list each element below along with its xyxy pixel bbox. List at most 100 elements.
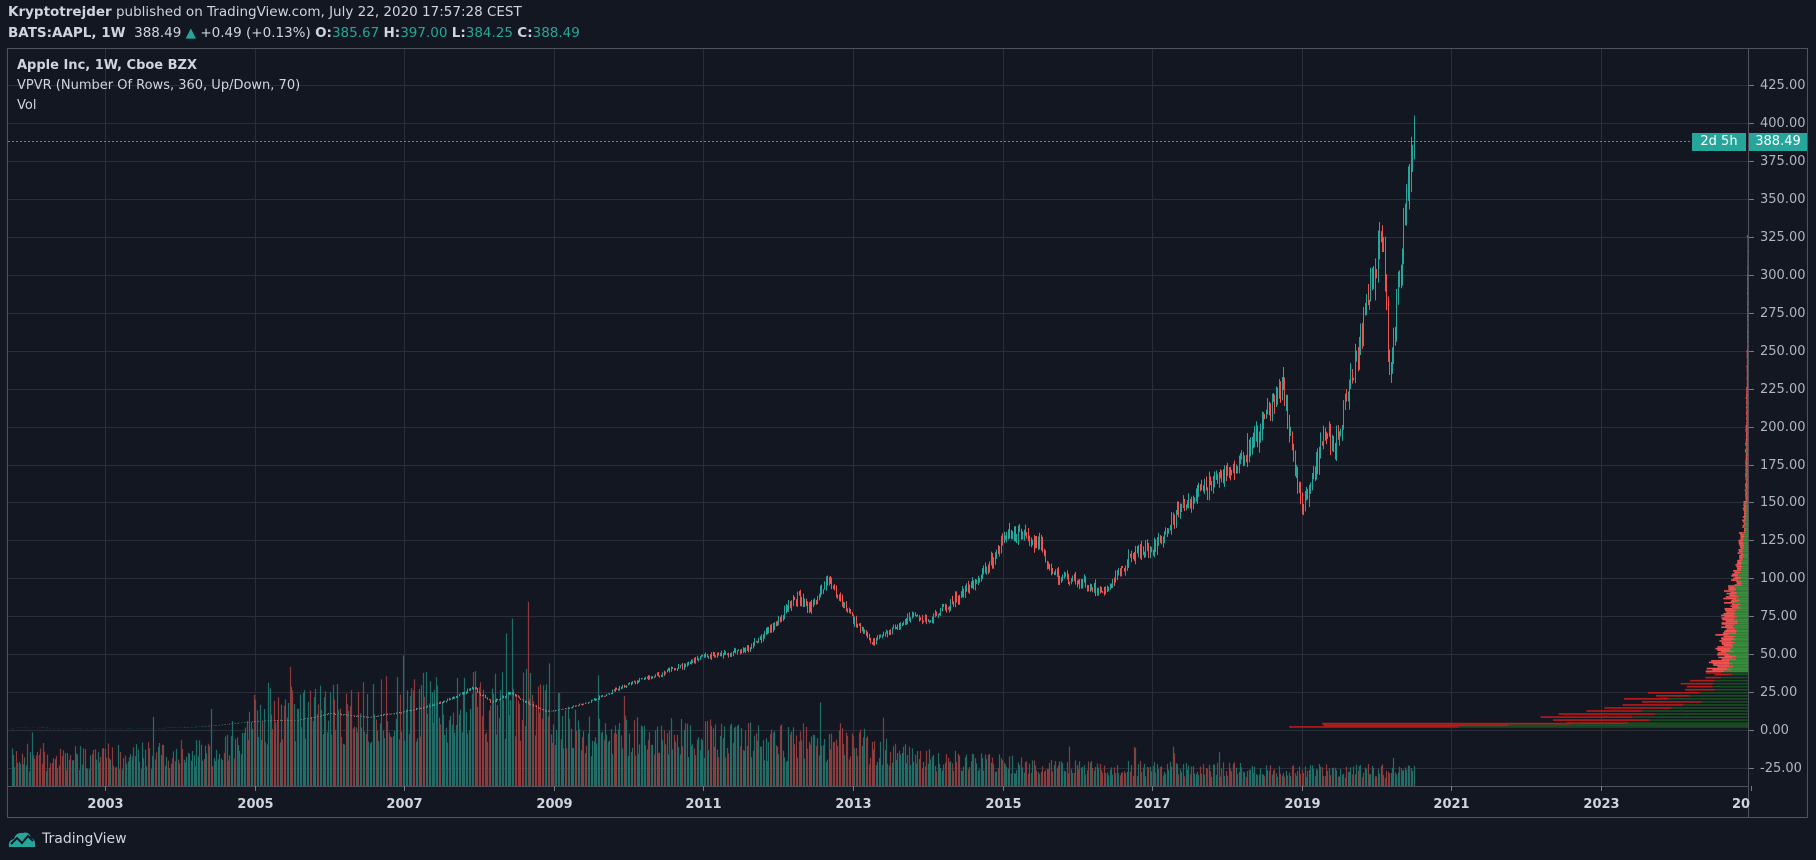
vpvr-row-down: [1730, 591, 1737, 594]
vpvr-row-up: [1743, 537, 1748, 539]
vpvr-row-up: [1747, 463, 1748, 466]
vpvr-row-up: [1747, 457, 1748, 460]
vpvr-row-up: [1747, 419, 1748, 422]
vpvr-row-up: [1747, 487, 1748, 490]
vpvr-row-down: [1728, 586, 1735, 589]
vpvr-row-up: [1746, 475, 1748, 478]
vpvr-row-up: [1746, 461, 1748, 463]
author[interactable]: Kryptotrejder: [8, 4, 112, 20]
vpvr-row-up: [1745, 522, 1748, 525]
vpvr-row-down: [1744, 484, 1747, 486]
vpvr-row-up: [1747, 350, 1748, 352]
vpvr-row-down: [1747, 363, 1748, 366]
vpvr-row-up: [1730, 647, 1748, 650]
vpvr-row-up: [1735, 623, 1748, 625]
vpvr-row-down: [1738, 532, 1743, 534]
vpvr-row-up: [1737, 570, 1748, 572]
vpvr-row-up: [1654, 713, 1748, 715]
series-legend[interactable]: Apple Inc, 1W, Cboe BZX: [17, 58, 198, 73]
vpvr-row-down: [1747, 324, 1748, 326]
vpvr-legend[interactable]: VPVR (Number Of Rows, 360, Up/Down, 70): [17, 78, 301, 93]
vpvr-row-down: [1647, 691, 1700, 694]
tradingview-brand[interactable]: TradingView: [8, 830, 127, 848]
vpvr-row-down: [1732, 607, 1741, 609]
axis-ticks: [105, 85, 1754, 791]
vpvr-row-down: [1721, 658, 1737, 660]
vpvr-row-up: [1738, 579, 1748, 581]
vpvr-row-down: [1746, 387, 1748, 389]
vpvr-row-down: [1558, 713, 1655, 715]
vpvr-row-down: [1622, 704, 1684, 706]
vpvr-row-down: [1738, 548, 1743, 551]
publish-info: Kryptotrejder published on TradingView.c…: [8, 4, 522, 20]
price-label: 400.00: [1760, 115, 1806, 131]
vpvr-row-down: [1321, 722, 1572, 725]
vpvr-row-up: [1745, 521, 1748, 523]
vpvr-row-up: [1733, 607, 1748, 610]
vpvr-row-down: [1685, 688, 1716, 691]
vpvr-row-down: [1721, 614, 1734, 617]
vpvr-row-down: [1731, 575, 1739, 577]
vpvr-row-down: [1712, 668, 1732, 671]
vpvr-row-down: [1740, 547, 1744, 549]
vpvr-row-up: [1743, 558, 1748, 560]
time-label: 2009: [536, 797, 573, 812]
vpvr-row-down: [1746, 431, 1748, 434]
vpvr-row-up: [1747, 440, 1748, 442]
vpvr-row-down: [1742, 519, 1746, 522]
vpvr-row-down: [1746, 446, 1748, 448]
vpvr-row-up: [1745, 531, 1748, 533]
vpvr-row-down: [1746, 400, 1748, 403]
vpvr-row-up: [1731, 643, 1748, 646]
vpvr-row-up: [1747, 292, 1748, 295]
vpvr-row-down: [1737, 552, 1744, 554]
vpvr-row-down: [1745, 473, 1747, 476]
vpvr-row-up: [1742, 532, 1748, 534]
volume-legend[interactable]: Vol: [17, 98, 37, 113]
vpvr-row-down: [1746, 380, 1748, 383]
vpvr-row-up: [1735, 655, 1748, 658]
vpvr-row-down: [1746, 404, 1748, 407]
vpvr-row-down: [1739, 544, 1745, 547]
vpvr-row-up: [1746, 509, 1748, 511]
vpvr-row-up: [1747, 388, 1748, 391]
ohlc-bar: BATS:AAPL, 1W 388.49 ▲ +0.49 (+0.13%) O:…: [8, 25, 580, 41]
vpvr-row-up: [1747, 423, 1748, 425]
vpvr-row-down: [1746, 378, 1748, 381]
vpvr-row-down: [1726, 611, 1735, 613]
vpvr-row-down: [1745, 477, 1747, 479]
price-label: 175.00: [1760, 457, 1806, 473]
vpvr-row-up: [1746, 506, 1748, 508]
vpvr-row-up: [1743, 546, 1748, 548]
vpvr-row-up: [1701, 701, 1748, 703]
vpvr-row-up: [1742, 565, 1748, 568]
vpvr-row-up: [1744, 535, 1748, 538]
vpvr-row-up: [1745, 519, 1748, 522]
vpvr-row-down: [1747, 334, 1748, 336]
vpvr-row-up: [1744, 544, 1748, 547]
vpvr-row-down: [1734, 584, 1743, 586]
vpvr-row-up: [1734, 611, 1748, 613]
vpvr-row-up: [1735, 585, 1748, 587]
vpvr-row-down: [1746, 360, 1748, 362]
vpvr-row-down: [1746, 409, 1748, 412]
vpvr-row-down: [1745, 430, 1747, 432]
vpvr-row-down: [1736, 562, 1743, 565]
vpvr-row-up: [1641, 710, 1748, 712]
vpvr-row-up: [1747, 403, 1748, 405]
vpvr-row-down: [1743, 529, 1746, 532]
vpvr-row-down: [1738, 550, 1743, 553]
grid: [8, 48, 1748, 786]
vpvr-row-up: [1746, 516, 1748, 518]
vpvr-row-down: [1746, 362, 1748, 364]
vpvr-row-up: [1747, 235, 1748, 237]
vpvr-row-up: [1747, 497, 1748, 500]
vpvr-row-up: [1743, 556, 1748, 559]
low-value: 384.25: [465, 25, 513, 41]
vpvr-row-down: [1745, 487, 1748, 490]
symbol: BATS:AAPL, 1W: [8, 25, 126, 41]
vpvr-row-up: [1747, 456, 1748, 458]
vpvr-row-up: [1746, 504, 1748, 506]
vpvr-row-up: [1668, 698, 1748, 700]
